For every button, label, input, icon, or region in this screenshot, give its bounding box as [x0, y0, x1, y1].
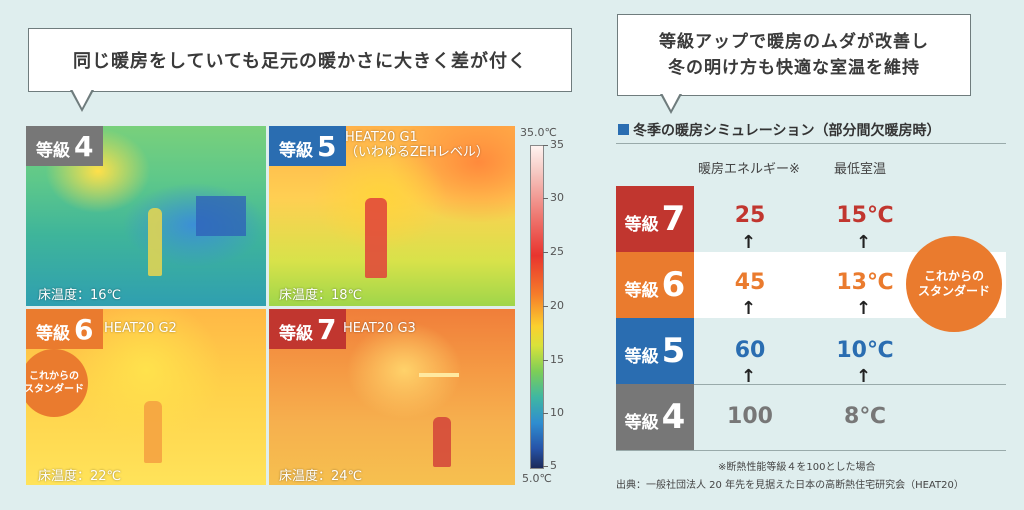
floor-temp: 床温度：22℃: [38, 469, 122, 484]
title-underline: [616, 143, 1006, 144]
grade-cell-4: 等級 4: [616, 384, 694, 450]
heat20-label: HEAT20 G2: [104, 321, 177, 336]
grade-tag: 等級 4: [26, 126, 104, 166]
up-arrow-icon: ↑: [741, 232, 757, 253]
headline-right-line2: 冬の明け方も快適な室温を維持: [668, 58, 920, 78]
up-arrow-icon: ↑: [856, 298, 872, 319]
scale-tick: 30: [550, 191, 564, 204]
headline-left-text: 同じ暖房をしていても足元の暖かさに大きく差が付く: [72, 51, 528, 72]
scale-tick: 35: [550, 138, 564, 151]
floor-temp: 床温度：16℃: [38, 288, 122, 303]
row-divider: [616, 450, 1006, 451]
min-temp-value: 15℃: [836, 203, 894, 228]
thermal-panel-grade-4: 等級 4 床温度：16℃: [26, 126, 266, 306]
min-temp-value: 10℃: [836, 338, 894, 363]
grade-cell-6: 等級 6: [616, 252, 694, 318]
scale-tick: 15: [550, 353, 564, 366]
scale-tick: 25: [550, 245, 564, 258]
square-bullet-icon: [618, 124, 629, 135]
floor-temp: 床温度：18℃: [279, 288, 363, 303]
thermal-panel-grade-5: 等級 5 HEAT20 G1 （いわゆるZEHレベル） 床温度：18℃: [269, 126, 515, 306]
row-divider: [616, 384, 1006, 385]
grade-tag: 等級 7: [269, 309, 347, 349]
scale-tick: 10: [550, 406, 564, 419]
person-figure: [365, 198, 387, 278]
min-temp-value: 8℃: [844, 404, 886, 429]
standard-badge: これからの スタンダード: [906, 236, 1002, 332]
thermal-panel-grade-6: 等級 6 HEAT20 G2 これからの スタンダード 床温度：22℃: [26, 309, 266, 485]
headline-bubble-right: 等級アップで暖房のムダが改善し 冬の明け方も快適な室温を維持: [617, 14, 971, 96]
heat20-label: HEAT20 G3: [343, 321, 416, 336]
energy-value: 25: [734, 203, 766, 228]
grade-cell-7: 等級 7: [616, 186, 694, 252]
headline-right-line1: 等級アップで暖房のムダが改善し: [659, 32, 929, 52]
person-figure: [144, 401, 162, 463]
scale-tick: 5: [550, 459, 557, 472]
floor-temp: 床温度：24℃: [279, 469, 363, 484]
up-arrow-icon: ↑: [856, 366, 872, 387]
up-arrow-icon: ↑: [741, 366, 757, 387]
up-arrow-icon: ↑: [741, 298, 757, 319]
footnote: ※断熱性能等級４を100とした場合: [718, 462, 876, 473]
person-figure: [433, 417, 451, 467]
grade-tag: 等級 6: [26, 309, 104, 349]
thermal-panel-grade-7: 等級 7 HEAT20 G3 床温度：24℃: [269, 309, 515, 485]
energy-value: 45: [734, 270, 766, 295]
grade-tag: 等級 5: [269, 126, 347, 166]
grade-cell-5: 等級 5: [616, 318, 694, 384]
person-figure: [148, 208, 162, 276]
source-note: 出典：一般社団法人 20 年先を見据えた日本の高断熱住宅研究会（HEAT20）: [616, 480, 964, 491]
scale-max-label: 35.0℃: [520, 126, 557, 139]
heat20-label: HEAT20 G1 （いわゆるZEHレベル）: [345, 130, 489, 160]
simulation-title: 冬季の暖房シミュレーション（部分間欠暖房時）: [618, 120, 940, 140]
ceiling-light: [419, 373, 459, 377]
scale-min-label: 5.0℃: [522, 472, 552, 485]
standard-badge: これからの スタンダード: [26, 349, 88, 417]
column-header-min-temp: 最低室温: [834, 162, 887, 177]
energy-value: 100: [727, 404, 773, 429]
column-header-energy: 暖房エネルギー※: [698, 162, 800, 177]
window-shape: [196, 196, 246, 236]
scale-tick: 20: [550, 299, 564, 312]
up-arrow-icon: ↑: [856, 232, 872, 253]
min-temp-value: 13℃: [836, 270, 894, 295]
energy-value: 60: [734, 338, 766, 363]
temperature-color-scale: [530, 145, 544, 469]
headline-bubble-left: 同じ暖房をしていても足元の暖かさに大きく差が付く: [28, 28, 572, 92]
